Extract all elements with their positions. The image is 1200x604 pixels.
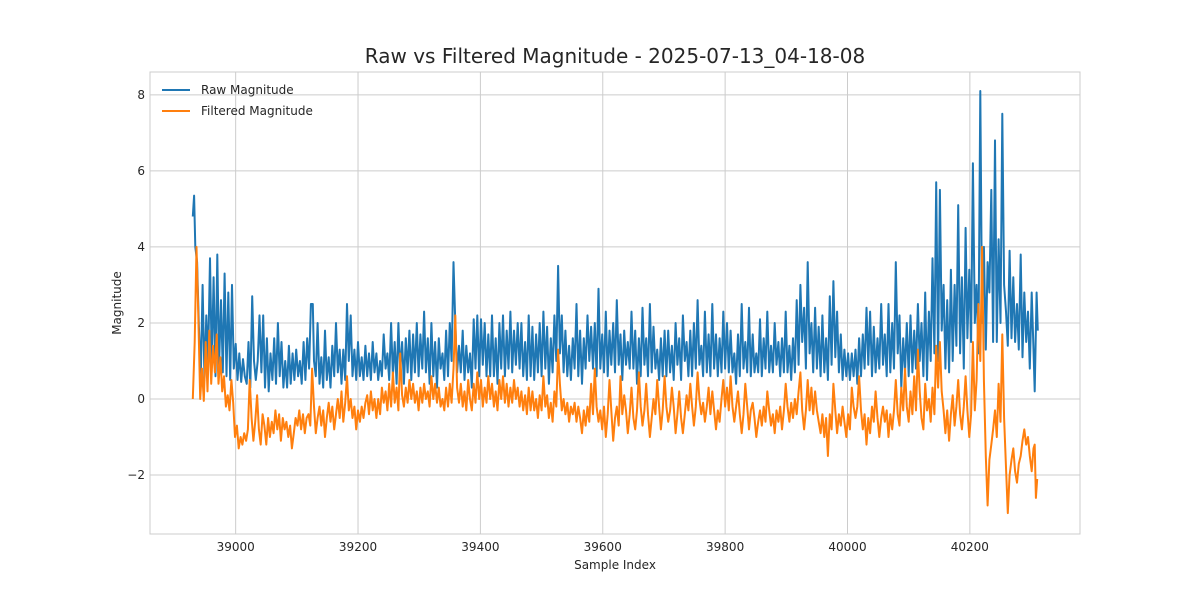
legend-label-filtered: Filtered Magnitude xyxy=(201,104,313,118)
series-layer xyxy=(191,90,1039,515)
y-tick-label: 0 xyxy=(137,392,145,406)
x-tick-label: 40000 xyxy=(828,540,866,554)
y-tick-label: 8 xyxy=(137,88,145,102)
x-tick-label: 39000 xyxy=(217,540,255,554)
x-tick-label: 39800 xyxy=(706,540,744,554)
y-tick-label: −2 xyxy=(127,468,145,482)
y-tick-label: 2 xyxy=(137,316,145,330)
series-line-raw-magnitude xyxy=(191,90,1039,393)
series-line-filtered-magnitude xyxy=(191,245,1039,515)
legend: Raw Magnitude Filtered Magnitude xyxy=(162,83,313,118)
y-tick-label: 4 xyxy=(137,240,145,254)
x-tick-label: 40200 xyxy=(951,540,989,554)
x-tick-label: 39200 xyxy=(339,540,377,554)
chart-title: Raw vs Filtered Magnitude - 2025-07-13_0… xyxy=(365,44,865,68)
legend-label-raw: Raw Magnitude xyxy=(201,83,294,97)
y-tick-label: 6 xyxy=(137,164,145,178)
y-tick-labels: −2 0 2 4 6 8 xyxy=(127,88,145,482)
y-axis-label: Magnitude xyxy=(110,271,124,335)
x-axis-label: Sample Index xyxy=(574,558,656,572)
x-tick-label: 39400 xyxy=(461,540,499,554)
x-tick-labels: 39000 39200 39400 39600 39800 40000 40200 xyxy=(217,540,989,554)
x-tick-label: 39600 xyxy=(584,540,622,554)
